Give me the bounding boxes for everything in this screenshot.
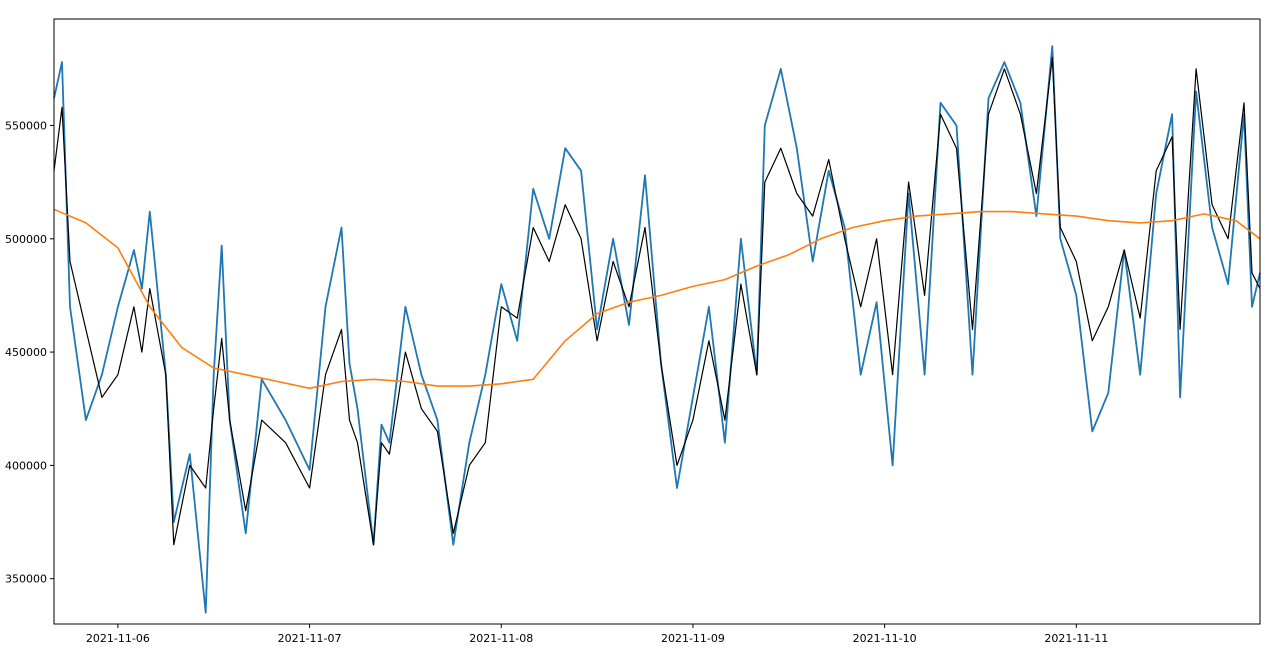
x-tick-label: 2021-11-08 <box>469 632 533 645</box>
x-tick-label: 2021-11-09 <box>661 632 725 645</box>
series-layer <box>53 45 1261 614</box>
x-axis: 2021-11-06 2021-11-07 2021-11-08 2021-11-09… <box>86 624 1108 645</box>
x-tick-label: 2021-11-10 <box>853 632 917 645</box>
observed-series-line <box>53 45 1261 614</box>
x-tick-label: 2021-11-06 <box>86 632 150 645</box>
x-tick-label: 2021-11-07 <box>278 632 342 645</box>
y-tick-label: 350000 <box>5 573 47 586</box>
y-axis: 350000 400000 450000 500000 550000 <box>5 119 54 586</box>
y-tick-label: 550000 <box>5 119 47 132</box>
x-tick-label: 2021-11-11 <box>1044 632 1108 645</box>
y-tick-label: 450000 <box>5 346 47 359</box>
plot-frame <box>53 18 1261 625</box>
y-tick-label: 400000 <box>5 459 47 472</box>
trend-series-line <box>53 208 1261 390</box>
y-tick-label: 500000 <box>5 233 47 246</box>
model-series-line <box>53 56 1261 546</box>
